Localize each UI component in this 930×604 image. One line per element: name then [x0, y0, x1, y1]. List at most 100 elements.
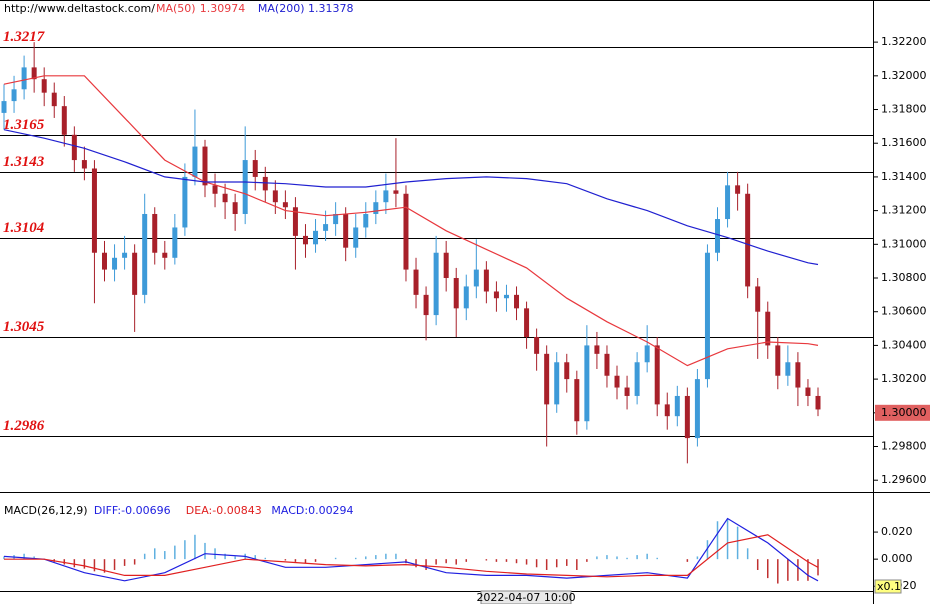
- ma-line: [3, 129, 819, 266]
- candle-body: [684, 395, 690, 439]
- y-tick-label: 0.000: [881, 552, 913, 565]
- candle-body: [694, 379, 700, 439]
- candle-body: [132, 252, 138, 295]
- macd-line: [4, 534, 819, 578]
- candle-body: [654, 345, 660, 405]
- candle-body: [333, 213, 339, 225]
- candle-body: [292, 207, 298, 236]
- legend-entry: DIFF:-0.00696: [94, 504, 171, 517]
- candle-body: [323, 224, 329, 231]
- y-tick-label: 1.31600: [881, 136, 927, 149]
- candle-body: [715, 219, 721, 253]
- candle-body: [624, 387, 630, 396]
- candle-body: [805, 387, 811, 396]
- candle-body: [353, 227, 359, 248]
- candle-body: [463, 286, 469, 309]
- candle-body: [172, 227, 178, 258]
- candle-body: [373, 202, 379, 214]
- candle-body: [775, 345, 781, 376]
- candle-body: [554, 362, 560, 405]
- candle-body: [21, 67, 27, 90]
- candle-body: [212, 185, 218, 194]
- candle-body: [222, 193, 228, 203]
- y-tick-label: 1.31000: [881, 237, 927, 250]
- candle-body: [514, 294, 520, 309]
- candle-body: [815, 395, 821, 410]
- level-label: 1.3217: [3, 29, 45, 45]
- y-tick-label: 1.30400: [881, 338, 927, 351]
- macd-title: MACD(26,12,9): [4, 504, 88, 517]
- candle-body: [302, 235, 308, 245]
- legend-entry: MACD:0.00294: [271, 504, 353, 517]
- candle-body: [1, 101, 7, 113]
- candle-body: [363, 213, 369, 228]
- scale-box: [874, 579, 902, 594]
- candle-body: [313, 230, 319, 245]
- candle-body: [413, 269, 419, 295]
- candle-body: [142, 213, 148, 295]
- candle-body: [343, 213, 349, 248]
- candle-body: [31, 67, 37, 80]
- candle-body: [644, 345, 650, 363]
- candle-body: [483, 269, 489, 292]
- candle-body: [765, 311, 771, 346]
- y-tick-label: 1.30800: [881, 271, 927, 284]
- candle-body: [574, 379, 580, 422]
- candle-body: [704, 252, 710, 380]
- y-tick-label: 1.29800: [881, 440, 927, 453]
- candle-body: [534, 336, 540, 354]
- candle-body: [564, 362, 570, 380]
- candle-body: [493, 291, 499, 299]
- candle-body: [252, 160, 258, 177]
- y-tick-label: 1.31200: [881, 204, 927, 217]
- candle-body: [795, 362, 801, 388]
- candle-body: [735, 185, 741, 194]
- candle-body: [614, 375, 620, 388]
- candle-body: [101, 252, 107, 270]
- y-tick-label: 1.32200: [881, 35, 927, 48]
- current-price-box: [875, 404, 930, 421]
- legend-value: 1.31378: [308, 2, 354, 15]
- candle-body: [81, 160, 87, 169]
- legend-name: MA(200): [258, 2, 305, 15]
- candle-body: [232, 202, 238, 214]
- y-tick-label: 1.30200: [881, 372, 927, 385]
- candle-body: [162, 252, 168, 258]
- level-label: 1.3104: [3, 220, 45, 236]
- level-label: 1.3045: [3, 319, 45, 335]
- candle-body: [152, 213, 158, 253]
- candle-body: [725, 185, 731, 220]
- candle-body: [785, 362, 791, 376]
- candle-body: [524, 308, 530, 337]
- candle-body: [584, 345, 590, 422]
- source-url: http://www.deltastock.com/: [4, 2, 155, 15]
- y-tick-label: 0.020: [881, 525, 913, 538]
- time-label: 2022-04-07 10:00: [476, 591, 575, 604]
- y-tick-label: 1.31800: [881, 103, 927, 116]
- candle-body: [745, 193, 751, 287]
- candle-body: [433, 252, 439, 316]
- candle-body: [51, 92, 57, 107]
- candle-body: [112, 257, 118, 270]
- y-tick-label: 1.29600: [881, 473, 927, 486]
- candle-body: [664, 404, 670, 417]
- candle-body: [634, 362, 640, 396]
- candle-body: [192, 146, 198, 177]
- candle-body: [282, 202, 288, 208]
- candle-body: [393, 190, 399, 194]
- candle-body: [41, 79, 47, 93]
- level-label: 1.2986: [3, 418, 45, 434]
- current-price-label: 1.30000: [881, 406, 927, 419]
- candle-body: [71, 134, 77, 161]
- scale-label: x0.1: [877, 580, 901, 593]
- candle-body: [503, 294, 509, 299]
- level-label: 1.3165: [3, 117, 45, 133]
- candle-body: [182, 176, 188, 228]
- time-label-box: [480, 590, 572, 604]
- candle-body: [262, 176, 268, 191]
- macd-line: [3, 517, 819, 582]
- candle-body: [403, 193, 409, 270]
- candle-body: [383, 190, 389, 203]
- candle-body: [202, 146, 208, 186]
